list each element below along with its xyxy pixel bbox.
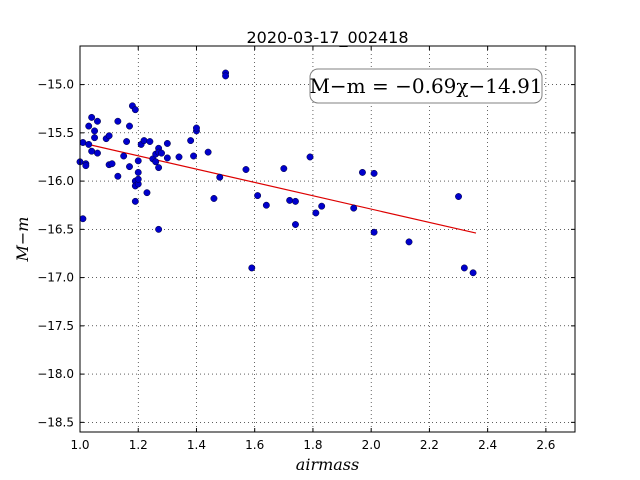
data-point [163, 154, 171, 162]
plot-frame [79, 45, 576, 433]
y-tick-label: −16.5 [37, 222, 74, 236]
x-tick-label: 1.0 [70, 438, 89, 452]
data-point [242, 166, 250, 173]
fit-line [79, 141, 477, 234]
data-point [306, 153, 314, 161]
x-tick-label: 1.8 [303, 438, 322, 452]
data-point [114, 172, 122, 180]
data-points [76, 69, 477, 277]
data-point [94, 149, 101, 157]
data-point [108, 160, 116, 168]
data-point [358, 168, 366, 176]
x-tick-label: 1.4 [187, 438, 206, 452]
data-point [91, 134, 99, 142]
data-point [155, 225, 163, 233]
plot-area [80, 46, 575, 432]
data-point [88, 147, 96, 155]
x-tick-label: 1.2 [129, 438, 148, 452]
fit-equation-frame [309, 68, 543, 104]
data-point [120, 152, 128, 160]
data-point [126, 163, 133, 171]
data-point [79, 139, 87, 146]
data-point [204, 148, 212, 156]
data-point [455, 193, 462, 200]
data-point [131, 197, 139, 205]
data-point [134, 157, 142, 165]
data-point [210, 195, 218, 202]
axis-ticks [79, 46, 575, 432]
data-point [280, 165, 288, 173]
data-point [187, 137, 195, 145]
y-axis-label: M−m [13, 217, 32, 263]
data-point [152, 158, 160, 166]
data-point [292, 197, 299, 205]
data-point [248, 264, 256, 272]
data-point [134, 168, 142, 176]
fit-equation-text: M−m = −0.69χ−14.91 [309, 74, 542, 98]
data-point [370, 228, 378, 236]
data-point [469, 269, 477, 277]
data-point [318, 202, 326, 210]
x-tick-label: 1.6 [245, 438, 264, 452]
y-tick-label: −17.5 [37, 319, 74, 333]
data-point [312, 209, 320, 217]
data-point [460, 264, 468, 272]
data-point [126, 122, 133, 130]
data-point [292, 221, 299, 228]
data-point [158, 149, 165, 157]
y-tick-label: −18.0 [37, 367, 74, 381]
chart-title: 2020-03-17_002418 [246, 28, 408, 48]
data-point [146, 138, 154, 145]
data-point [405, 238, 413, 246]
data-point [254, 192, 262, 200]
x-axis-label: airmass [296, 455, 359, 474]
data-point [131, 106, 139, 114]
data-point [85, 140, 93, 148]
y-tick-label: −16.0 [37, 174, 74, 188]
data-point [155, 164, 163, 172]
x-tick-label: 2.0 [362, 438, 381, 452]
data-point [123, 138, 131, 145]
fit-equation-box: M−m = −0.69χ−14.91 [309, 68, 543, 104]
x-tick-labels: 1.0 1.2 1.4 1.6 1.8 2.0 2.2 2.4 2.6 [70, 438, 555, 452]
data-point [134, 175, 142, 183]
data-point [82, 162, 90, 170]
y-tick-label: −15.0 [37, 78, 74, 92]
data-point [193, 124, 200, 132]
data-point [286, 196, 294, 204]
data-point [222, 72, 230, 80]
data-point [350, 204, 358, 212]
data-point [94, 117, 101, 125]
data-point [190, 152, 198, 160]
y-tick-label: −18.5 [37, 415, 74, 429]
data-point [175, 153, 183, 161]
x-tick-label: 2.6 [536, 438, 555, 452]
y-tick-labels: −15.0 −15.5 −16.0 −16.5 −17.0 −17.5 −18.0 −18.5 [37, 78, 74, 430]
data-point [140, 137, 148, 145]
y-tick-label: −17.0 [37, 271, 74, 285]
data-point [163, 140, 171, 147]
data-point [105, 132, 113, 140]
data-point [79, 215, 87, 223]
data-point [143, 189, 151, 197]
data-point [262, 201, 270, 209]
y-tick-label: −15.5 [37, 126, 74, 140]
x-tick-label: 2.2 [420, 438, 439, 452]
data-point [114, 117, 122, 125]
data-point [88, 113, 96, 121]
data-point [370, 169, 378, 177]
fit-line-layer [79, 141, 477, 234]
data-point [91, 127, 99, 135]
x-tick-label: 2.4 [478, 438, 497, 452]
data-point [216, 173, 224, 181]
data-point [85, 122, 93, 130]
